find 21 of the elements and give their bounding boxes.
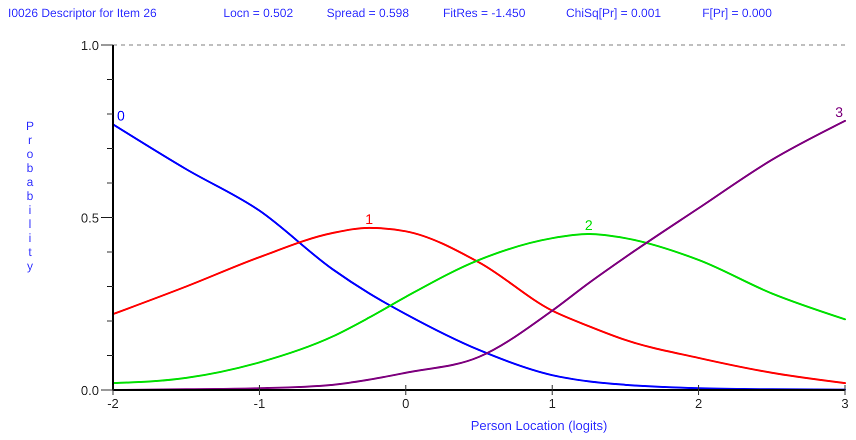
series-label: 1 xyxy=(365,210,374,227)
y-tick-label: 0.0 xyxy=(80,383,99,398)
text: FitRes = -1.450 xyxy=(443,6,526,20)
x-tick-label: -2 xyxy=(107,396,119,411)
x-tick-label: 3 xyxy=(841,396,849,411)
x-tick-label: 1 xyxy=(548,396,556,411)
y-tick-label: 1.0 xyxy=(80,38,99,53)
text: Probability xyxy=(26,119,34,273)
series-label: 3 xyxy=(835,104,844,120)
text: Locn = 0.502 xyxy=(223,6,294,20)
chart-title: I0026 Descriptor for Item 26 xyxy=(8,6,158,20)
text: F[Pr] = 0.000 xyxy=(702,6,772,20)
text: ChiSq[Pr] = 0.001 xyxy=(566,6,662,20)
y-tick-label: 0.5 xyxy=(80,210,99,226)
series-label: 0 xyxy=(117,107,125,124)
text: Spread = 0.598 xyxy=(326,6,410,20)
x-tick-label: 0 xyxy=(402,396,410,411)
series-label: 2 xyxy=(584,217,593,234)
x-tick-label: 2 xyxy=(694,396,702,411)
x-tick-label: -1 xyxy=(254,396,266,411)
x-axis-title: Person Location (logits) xyxy=(470,418,608,433)
